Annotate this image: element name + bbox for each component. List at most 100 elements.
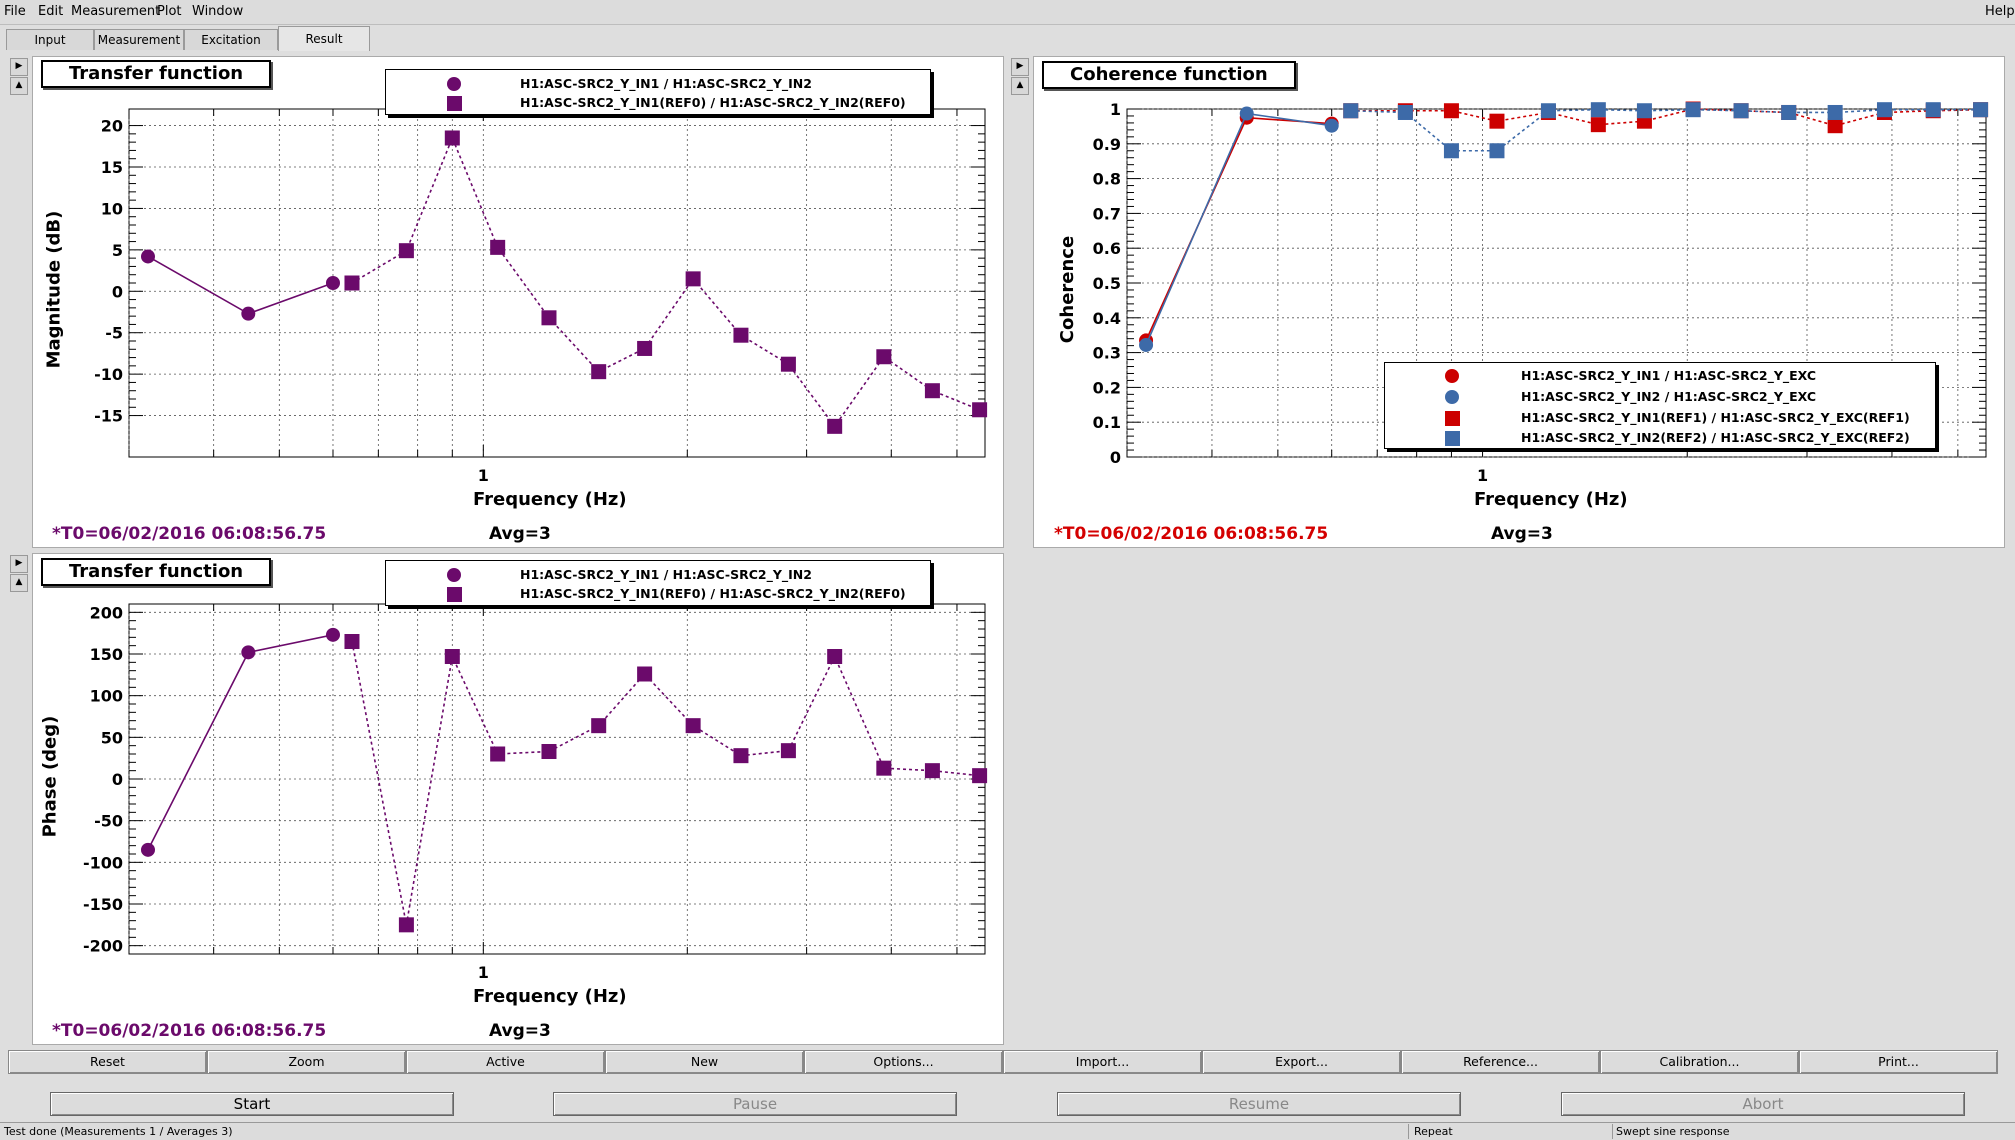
data-point [637,666,653,682]
new-button[interactable]: New [605,1050,804,1074]
series-line [1350,108,1981,152]
data-point [827,418,843,434]
magnitude-panel[interactable]: Transfer function 1 -15 -10 -5 0 5 10 15 20 H1:A… [32,56,1004,548]
resume-button[interactable]: Resume [1057,1092,1461,1116]
data-point [1343,103,1359,119]
coherence-panel[interactable]: Coherence function 1 0 0.1 0.2 0.3 0.4 0.5 0.6 0… [1033,56,2005,548]
series-line [351,135,980,428]
pause-button[interactable]: Pause [553,1092,957,1116]
options-button[interactable]: Options... [804,1050,1003,1074]
panel-up-arrow-icon[interactable]: ▶ [10,555,28,573]
data-point [733,327,749,343]
data-point [1827,104,1843,120]
phase-legend: H1:ASC-SRC2_Y_IN1 / H1:ASC-SRC2_Y_IN2 H1… [385,560,931,606]
y-tick-label: 0.6 [1093,239,1121,258]
circle-marker-icon [447,77,461,91]
status-mode: Swept sine response [1616,1125,1730,1138]
magnitude-chart[interactable]: 1 -15 -10 -5 0 5 10 15 20 [33,57,1003,547]
export-button[interactable]: Export... [1202,1050,1401,1074]
data-point [1590,117,1606,133]
series-line [351,641,980,925]
data-point [972,402,988,418]
plot-frame [128,108,986,458]
x-tick-label: 1 [478,466,489,485]
import-button[interactable]: Import... [1003,1050,1202,1074]
data-point [733,748,749,764]
data-point [1324,118,1339,133]
data-point [1636,103,1652,119]
data-point [1827,118,1843,134]
data-point [444,130,460,146]
data-point [344,634,360,649]
plot-frame [128,603,986,955]
legend-label: H1:ASC-SRC2_Y_IN1(REF1) / H1:ASC-SRC2_Y_… [1521,410,1910,425]
y-tick-label: 50 [101,728,123,747]
active-button[interactable]: Active [406,1050,605,1074]
menu-help[interactable]: Help [1985,4,2015,19]
plot-title: Transfer function [41,558,272,586]
reset-button[interactable]: Reset [8,1050,207,1074]
abort-button[interactable]: Abort [1561,1092,1965,1116]
x-tick-label: 1 [1477,466,1488,485]
y-tick-label: 200 [90,603,123,622]
menu-window[interactable]: Window [192,4,244,19]
legend-entry: H1:ASC-SRC2_Y_IN1 / H1:ASC-SRC2_Y_IN2 [386,73,926,93]
x-axis-title: Frequency (Hz) [473,489,627,510]
menu-edit[interactable]: Edit [38,4,64,19]
data-point [1489,113,1505,129]
data-point [591,364,607,380]
data-point [1925,102,1941,118]
square-marker-icon [447,96,462,111]
data-point [490,746,506,762]
panel-down-arrow-icon[interactable]: ▲ [10,77,28,95]
y-tick-label: 100 [90,687,123,706]
y-tick-label: -100 [83,853,123,872]
y-tick-label: -10 [94,365,123,384]
y-tick-label: 0 [112,770,123,789]
legend-entry: H1:ASC-SRC2_Y_IN1(REF1) / H1:ASC-SRC2_Y_… [1385,408,1931,428]
zoom-button[interactable]: Zoom [207,1050,406,1074]
data-point [876,349,892,365]
menu-file[interactable]: File [4,4,26,19]
data-point [685,271,701,287]
print-button[interactable]: Print... [1799,1050,1998,1074]
x-axis-title: Frequency (Hz) [473,986,627,1007]
y-tick-label: -150 [83,895,123,914]
panel-down-arrow-icon[interactable]: ▲ [10,574,28,592]
magnitude-legend: H1:ASC-SRC2_Y_IN1 / H1:ASC-SRC2_Y_IN2 H1… [385,69,931,115]
legend-entry: H1:ASC-SRC2_Y_IN1(REF0) / H1:ASC-SRC2_Y_… [386,94,926,114]
data-point [780,356,796,372]
data-point [1781,104,1797,120]
data-point [541,310,557,326]
status-divider [1408,1124,1409,1139]
menu-measurement[interactable]: Measurement [71,4,161,19]
panel-up-arrow-icon[interactable]: ▶ [10,58,28,76]
data-point [827,649,843,664]
t0-timestamp: *T0=06/02/2016 06:08:56.75 [52,524,327,544]
coherence-legend: H1:ASC-SRC2_Y_IN1 / H1:ASC-SRC2_Y_EXC H1… [1384,362,1936,449]
legend-entry: H1:ASC-SRC2_Y_IN2(REF2) / H1:ASC-SRC2_Y_… [1385,429,1931,449]
phase-panel[interactable]: Transfer function 1 -200 -150 -100 -50 0 50 100… [32,553,1004,1045]
tab-measurement[interactable]: Measurement [94,29,184,50]
legend-label: H1:ASC-SRC2_Y_IN1(REF0) / H1:ASC-SRC2_Y_… [520,586,906,601]
legend-entry: H1:ASC-SRC2_Y_IN1 / H1:ASC-SRC2_Y_IN2 [386,564,926,584]
menu-plot[interactable]: Plot [157,4,182,19]
status-repeat: Repeat [1414,1125,1453,1138]
coherence-chart[interactable]: 1 0 0.1 0.2 0.3 0.4 0.5 0.6 0.7 0.8 0.9 1 [1034,57,2004,547]
average-count: Avg=3 [1491,524,1553,544]
panel-down-arrow-icon[interactable]: ▲ [1011,77,1029,95]
circle-marker-icon [447,568,461,582]
phase-chart[interactable]: 1 -200 -150 -100 -50 0 50 100 150 200 [33,554,1003,1044]
panel-up-arrow-icon[interactable]: ▶ [1011,58,1029,76]
data-point [1397,104,1413,120]
legend-entry: H1:ASC-SRC2_Y_IN2 / H1:ASC-SRC2_Y_EXC [1385,387,1931,407]
plot-title: Transfer function [41,60,272,88]
y-tick-label: 5 [112,241,123,260]
calibration-button[interactable]: Calibration... [1600,1050,1799,1074]
data-point [344,275,360,291]
tab-input[interactable]: Input [6,29,94,50]
reference-button[interactable]: Reference... [1401,1050,1600,1074]
start-button[interactable]: Start [50,1092,454,1116]
tab-result[interactable]: Result [278,26,370,51]
tab-excitation[interactable]: Excitation [184,29,278,50]
